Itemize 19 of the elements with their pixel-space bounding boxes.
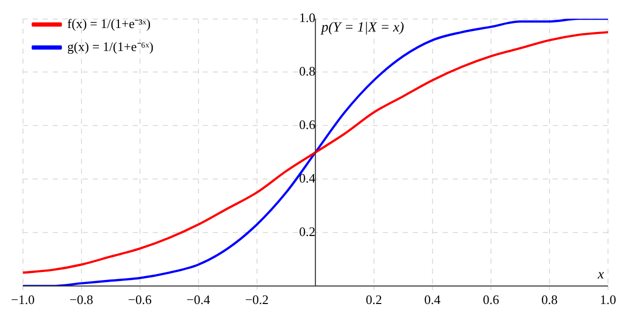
x-tick-label: 1.0: [600, 292, 616, 308]
legend-label: g(x) = 1/(1+e⁻⁶ˣ): [67, 38, 154, 54]
legend-label: f(x) = 1/(1+e⁻³ˣ): [67, 16, 151, 31]
x-tick-label: 0.6: [482, 292, 500, 308]
x-tick-label: −1.0: [10, 292, 35, 308]
x-tick-label: 0.4: [424, 292, 442, 308]
x-tick-label: −0.6: [128, 292, 152, 308]
x-tick-label: −0.2: [245, 292, 269, 308]
x-tick-label: −0.4: [186, 292, 211, 308]
x-tick-label: 0.8: [541, 292, 558, 308]
x-axis-title: x: [596, 268, 605, 283]
y-tick-label: 0.4: [299, 170, 316, 186]
y-tick-label: 0.8: [299, 64, 316, 79]
y-tick-label: 1.0: [299, 10, 316, 26]
y-axis-title: p(Y = 1|X = x): [320, 20, 404, 36]
x-tick-label: 0.2: [366, 292, 382, 308]
y-tick-label: 0.6: [299, 117, 316, 132]
x-tick-label: −0.8: [70, 292, 94, 308]
y-tick-label: 0.2: [299, 224, 316, 239]
